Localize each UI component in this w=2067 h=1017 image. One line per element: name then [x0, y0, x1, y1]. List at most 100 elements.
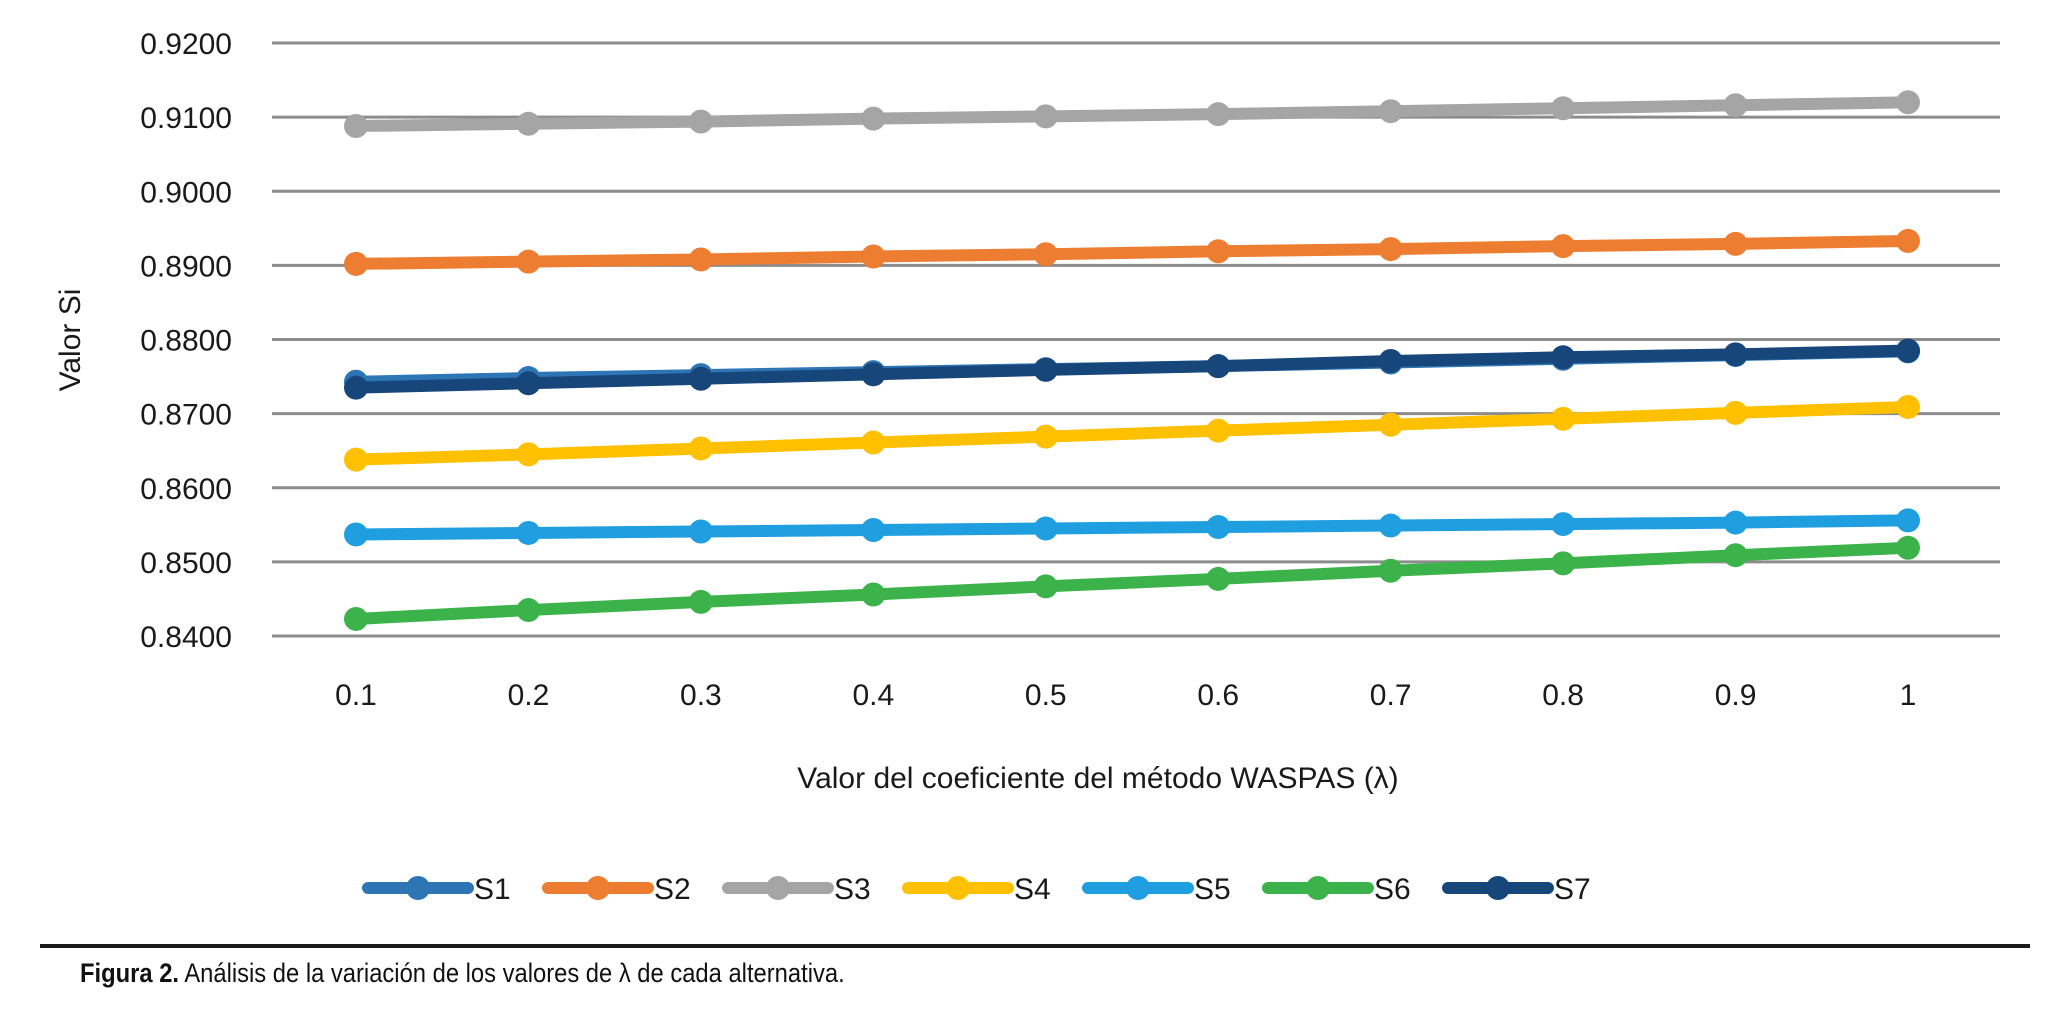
- legend-label: S7: [1554, 873, 1591, 906]
- data-point: [1378, 558, 1403, 583]
- x-tick-label: 0.8: [1542, 679, 1584, 712]
- legend-swatch-marker: [406, 876, 430, 900]
- caption-text: Análisis de la variación de los valores …: [179, 958, 845, 988]
- data-point: [344, 447, 368, 472]
- data-point: [1896, 338, 1920, 363]
- data-point: [1896, 508, 1920, 533]
- legend: S1 S2 S3 S4 S5 S6 S7: [362, 873, 1591, 906]
- data-point: [1206, 566, 1231, 591]
- x-tick-label: 0.7: [1370, 679, 1412, 712]
- x-tick-label: 0.5: [1025, 679, 1067, 712]
- x-tick-labels: 0.1 0.2 0.3 0.4 0.5 0.6 0.7 0.8 0.9 1: [335, 679, 1916, 712]
- data-point: [861, 582, 886, 607]
- data-point: [516, 111, 541, 136]
- data-point: [861, 244, 886, 269]
- series-s5: [344, 508, 1920, 547]
- series-line: [350, 344, 1914, 394]
- data-point: [1206, 515, 1231, 540]
- data-point: [516, 249, 541, 274]
- legend-item-s2: S2: [542, 873, 691, 906]
- data-point: [1551, 551, 1576, 576]
- y-tick-label: 0.8900: [140, 250, 232, 283]
- data-point: [1551, 96, 1576, 121]
- data-point: [688, 589, 713, 614]
- data-point: [1551, 406, 1576, 431]
- series-line: [350, 541, 1914, 625]
- legend-item-s1: S1: [362, 873, 511, 906]
- x-tick-label: 0.9: [1715, 679, 1757, 712]
- y-tick-label: 0.8800: [140, 325, 232, 358]
- legend-label: S1: [474, 873, 511, 906]
- x-tick-label: 0.4: [852, 679, 894, 712]
- data-point: [1551, 345, 1576, 370]
- data-point: [1723, 93, 1748, 118]
- y-tick-label: 0.8400: [140, 621, 232, 654]
- y-tick-label: 0.9100: [140, 102, 232, 135]
- data-point: [1378, 237, 1403, 262]
- data-point: [344, 114, 368, 139]
- data-point: [1551, 512, 1576, 537]
- legend-label: S4: [1014, 873, 1051, 906]
- legend-item-s4: S4: [902, 873, 1051, 906]
- legend-item-s7: S7: [1442, 873, 1591, 906]
- series-line: [350, 234, 1914, 270]
- data-point: [344, 251, 368, 276]
- legend-swatch-marker: [946, 876, 970, 900]
- data-point: [1033, 242, 1058, 267]
- x-tick-label: 0.1: [335, 679, 377, 712]
- legend-swatch-marker: [766, 876, 790, 900]
- data-point: [861, 362, 886, 387]
- y-tick-label: 0.8500: [140, 547, 232, 580]
- series-s4: [344, 394, 1920, 472]
- data-point: [516, 598, 541, 623]
- series-s7: [344, 338, 1920, 400]
- series-line: [350, 96, 1914, 133]
- y-tick-label: 0.9000: [140, 176, 232, 209]
- data-point: [1033, 574, 1058, 599]
- legend-label: S3: [834, 873, 871, 906]
- x-axis-label: Valor del coeficiente del método WASPAS …: [797, 762, 1398, 795]
- series-line: [350, 400, 1914, 466]
- data-point: [1206, 239, 1231, 264]
- data-point: [1723, 400, 1748, 425]
- legend-item-s6: S6: [1262, 873, 1411, 906]
- data-point: [1206, 102, 1231, 127]
- figure-caption: Figura 2. Análisis de la variación de lo…: [80, 958, 845, 989]
- data-point: [1723, 342, 1748, 367]
- data-point: [688, 519, 713, 544]
- y-axis-label: Valor Si: [54, 289, 87, 392]
- data-point: [344, 522, 368, 547]
- series-s6: [344, 535, 1920, 631]
- legend-swatch-marker: [1126, 876, 1150, 900]
- data-point: [688, 109, 713, 134]
- data-point: [516, 442, 541, 467]
- data-point: [1896, 90, 1920, 115]
- data-point: [688, 247, 713, 272]
- legend-label: S5: [1194, 873, 1231, 906]
- legend-item-s5: S5: [1082, 873, 1231, 906]
- x-tick-label: 0.3: [680, 679, 722, 712]
- data-point: [1033, 516, 1058, 541]
- legend-item-s3: S3: [722, 873, 871, 906]
- data-point: [1378, 513, 1403, 538]
- x-tick-label: 1: [1900, 679, 1917, 712]
- legend-swatch-marker: [1486, 876, 1510, 900]
- y-tick-labels: 0.8400 0.8500 0.8600 0.8700 0.8800 0.8900 0.90…: [140, 28, 232, 654]
- legend-swatch-marker: [1306, 876, 1330, 900]
- legend-label: S6: [1374, 873, 1411, 906]
- data-point: [1551, 234, 1576, 259]
- data-point: [344, 375, 368, 400]
- data-point: [1896, 535, 1920, 560]
- data-point: [861, 430, 886, 455]
- legend-label: S2: [654, 873, 691, 906]
- data-point: [1206, 354, 1231, 379]
- data-point: [1378, 412, 1403, 437]
- legend-swatch-marker: [586, 876, 610, 900]
- data-point: [861, 518, 886, 543]
- series-lines: [344, 90, 1920, 631]
- data-point: [1896, 228, 1920, 253]
- series-line: [350, 514, 1914, 541]
- data-point: [688, 436, 713, 461]
- caption-label: Figura 2.: [80, 958, 180, 988]
- data-point: [1033, 104, 1058, 129]
